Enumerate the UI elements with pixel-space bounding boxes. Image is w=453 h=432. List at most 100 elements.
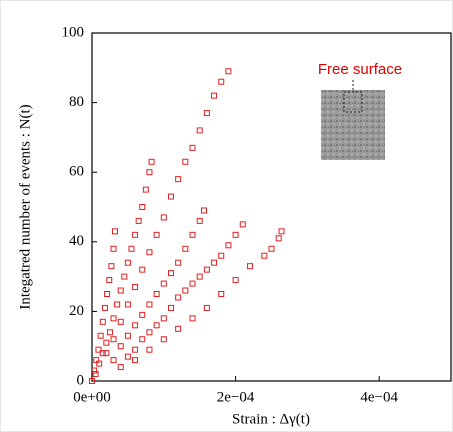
point xyxy=(201,207,208,214)
point xyxy=(139,266,146,273)
point xyxy=(203,304,210,311)
y-tick-label: 40 xyxy=(69,233,84,249)
point xyxy=(175,176,182,183)
point xyxy=(148,158,155,165)
point xyxy=(103,339,110,346)
point xyxy=(89,378,95,384)
point xyxy=(167,193,174,200)
point xyxy=(153,231,160,238)
point xyxy=(114,301,121,308)
point xyxy=(117,343,124,350)
plot-frame xyxy=(91,32,452,382)
x-tick-label: 4e−04 xyxy=(360,389,398,405)
point xyxy=(106,277,113,284)
point xyxy=(121,273,128,280)
point xyxy=(153,322,160,329)
point xyxy=(232,277,239,284)
point xyxy=(203,110,210,117)
point xyxy=(232,231,239,238)
point xyxy=(99,318,106,325)
point xyxy=(167,304,174,311)
point xyxy=(99,350,106,357)
y-tick-label: 0 xyxy=(77,372,85,388)
point xyxy=(153,291,160,297)
point xyxy=(103,350,110,357)
point xyxy=(110,357,117,364)
point xyxy=(124,301,131,308)
point xyxy=(146,301,153,308)
y-axis-label: Integatred number of events : N(t) xyxy=(17,104,33,309)
y-tick-label: 20 xyxy=(69,303,84,319)
point xyxy=(146,249,153,256)
point xyxy=(189,231,196,238)
point xyxy=(211,259,218,266)
point xyxy=(225,68,232,75)
point xyxy=(139,336,146,343)
annotation: Free surface xyxy=(318,61,402,78)
point xyxy=(108,263,115,270)
x-tick-label: 2e−04 xyxy=(217,389,255,405)
point xyxy=(96,360,103,367)
point xyxy=(182,158,189,165)
point xyxy=(117,364,124,371)
y-tick-label: 60 xyxy=(69,164,84,180)
point xyxy=(110,336,117,343)
point xyxy=(261,252,268,259)
point xyxy=(246,263,253,270)
point xyxy=(146,329,153,336)
point xyxy=(211,92,218,99)
point xyxy=(128,245,135,252)
point xyxy=(189,315,196,322)
point xyxy=(196,273,203,280)
point xyxy=(175,259,182,266)
point xyxy=(97,332,104,339)
point xyxy=(142,186,149,193)
point xyxy=(239,221,246,228)
point xyxy=(225,242,232,249)
point xyxy=(167,270,174,277)
point xyxy=(124,353,131,360)
point xyxy=(132,231,139,238)
point xyxy=(160,214,167,221)
point xyxy=(189,144,196,151)
point xyxy=(189,280,196,287)
point xyxy=(110,245,117,252)
inset-sample xyxy=(321,90,385,160)
point xyxy=(160,315,167,322)
point xyxy=(175,325,182,332)
point xyxy=(117,287,124,294)
y-tick-label: 80 xyxy=(69,94,84,110)
point xyxy=(132,322,139,329)
point xyxy=(196,217,203,224)
point xyxy=(146,169,153,176)
point xyxy=(106,329,113,336)
point xyxy=(132,346,139,353)
inset-image xyxy=(321,80,385,160)
point xyxy=(104,291,111,297)
y-tick-label: 100 xyxy=(62,24,85,40)
inset-region xyxy=(343,91,363,113)
point xyxy=(160,280,167,287)
point xyxy=(218,252,225,259)
point xyxy=(268,245,275,252)
point xyxy=(110,315,117,322)
point xyxy=(135,217,142,224)
point xyxy=(117,318,124,325)
point xyxy=(203,266,210,273)
point xyxy=(218,78,225,85)
x-tick-label: 0e+00 xyxy=(73,389,111,405)
point xyxy=(275,235,282,242)
point xyxy=(139,311,146,318)
point xyxy=(218,291,225,297)
point xyxy=(124,332,131,339)
point xyxy=(196,127,203,134)
point xyxy=(124,259,131,266)
point xyxy=(139,204,146,210)
point xyxy=(92,371,99,378)
point xyxy=(91,367,98,374)
point xyxy=(132,357,139,364)
point xyxy=(146,346,153,353)
